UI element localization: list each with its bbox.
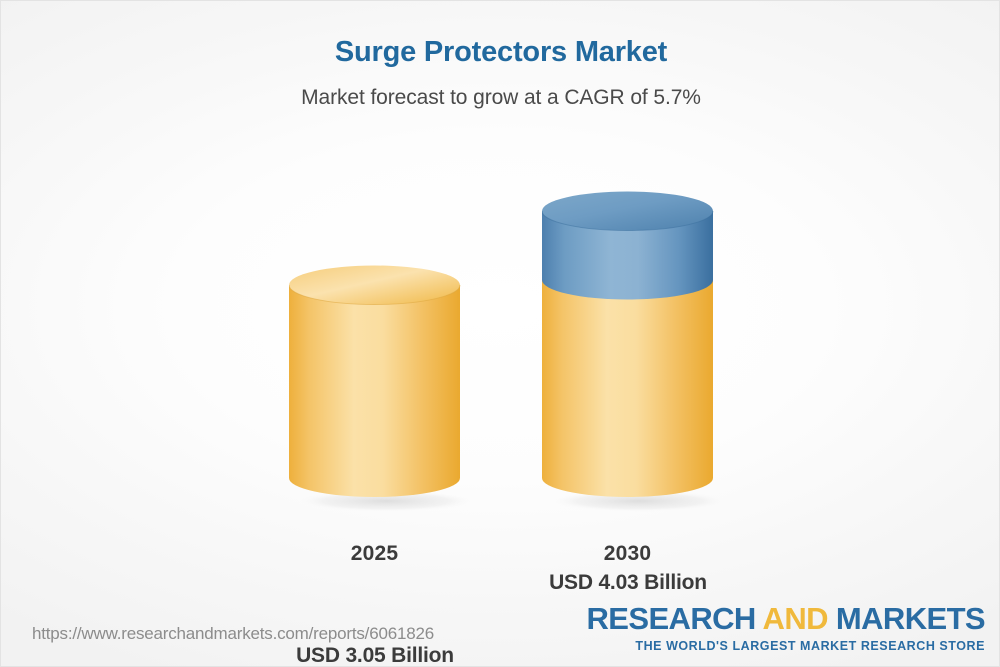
cylinder-shadow — [549, 490, 728, 512]
chart-title: Surge Protectors Market — [334, 36, 668, 68]
brand-word-research: RESEARCH — [586, 600, 763, 636]
value-label-2030: USD 4.03 Billion — [549, 571, 707, 594]
brand-word-markets: MARKETS — [835, 600, 986, 636]
brand-word-and: AND — [762, 600, 836, 636]
source-url[interactable]: https://www.researchandmarkets.com/repor… — [32, 624, 434, 643]
axis-label-2030: 2030 — [603, 542, 652, 565]
brand-tagline: THE WORLD'S LARGEST MARKET RESEARCH STOR… — [635, 638, 985, 653]
chart-footer: https://www.researchandmarkets.com/repor… — [1, 588, 999, 666]
chart-subtitle: Market forecast to grow at a CAGR of 5.7… — [301, 85, 701, 109]
brand-wordmark: RESEARCH AND MARKETS — [586, 600, 986, 636]
cylinder-2025-svg — [289, 265, 475, 512]
cylinder-body-base — [289, 285, 460, 497]
value-label-2025: USD 3.05 Billion — [296, 644, 454, 667]
cylinder-shadow — [296, 490, 475, 512]
chart-plot-area: USD 3.05 Billion — [1, 151, 999, 666]
cylinder-rim-line — [542, 210, 714, 231]
brand-logo[interactable]: RESEARCH AND MARKETS THE WORLD'S LARGEST… — [586, 600, 986, 653]
cylinder-top-cap — [542, 191, 713, 231]
axis-label-2025: 2025 — [350, 542, 399, 565]
cylinder-body-growth — [542, 211, 713, 300]
chart-header: Surge Protectors Market Market forecast … — [1, 1, 999, 110]
cylinder-2030-svg — [542, 191, 728, 512]
cylinder-body-base — [542, 280, 713, 497]
cylinder-top-cap — [289, 265, 460, 305]
cylinder-2025 — [289, 264, 475, 514]
cylinder-rim-line — [289, 284, 461, 305]
cylinder-2030 — [542, 190, 728, 514]
